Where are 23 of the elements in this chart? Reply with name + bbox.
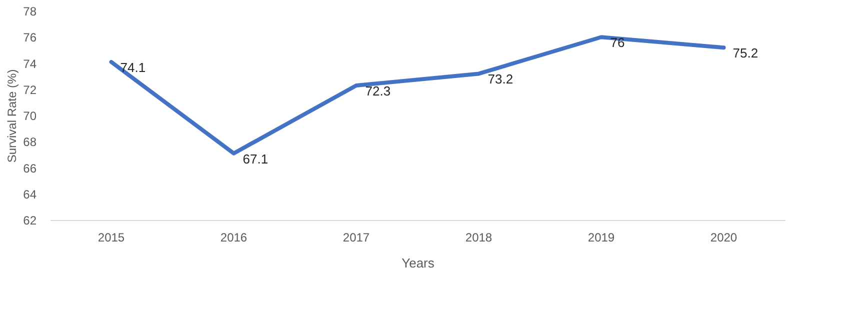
data-label: 67.1 (242, 151, 268, 166)
x-tick-label: 2015 (98, 230, 125, 244)
y-tick-label: 70 (23, 109, 37, 123)
data-label: 73.2 (488, 72, 514, 87)
y-tick-label: 74 (23, 56, 37, 71)
x-tick-label: 2018 (465, 230, 492, 244)
y-tick-label: 72 (23, 82, 37, 97)
data-label: 74.1 (120, 60, 146, 75)
data-label: 75.2 (732, 46, 758, 61)
y-tick-label: 62 (23, 214, 37, 228)
x-tick-label: 2016 (220, 230, 248, 244)
y-tick-label: 78 (23, 4, 37, 18)
x-axis-title: Years (402, 256, 435, 270)
y-tick-label: 76 (23, 30, 37, 45)
x-tick-label: 2020 (710, 230, 738, 244)
x-tick-label: 2017 (342, 230, 370, 244)
x-tick-label: 2019 (588, 230, 615, 244)
y-axis-title: Survival Rate (%) (5, 69, 20, 163)
y-tick-label: 64 (23, 187, 37, 202)
y-tick-label: 68 (23, 135, 37, 150)
y-tick-label: 66 (23, 161, 37, 176)
data-label: 72.3 (365, 83, 391, 98)
line-series (109, 35, 726, 156)
